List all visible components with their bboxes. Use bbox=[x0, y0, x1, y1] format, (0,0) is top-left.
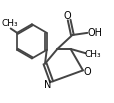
Text: O: O bbox=[63, 11, 70, 21]
Text: N: N bbox=[43, 80, 51, 90]
Text: OH: OH bbox=[86, 28, 101, 38]
Text: CH₃: CH₃ bbox=[2, 19, 18, 28]
Text: CH₃: CH₃ bbox=[84, 50, 100, 59]
Text: O: O bbox=[83, 67, 91, 77]
